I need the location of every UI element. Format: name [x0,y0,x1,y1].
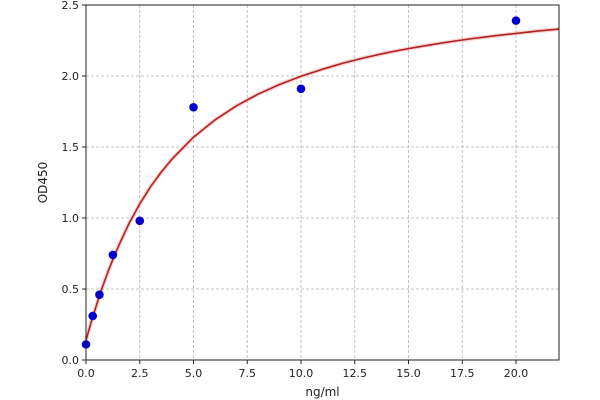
y-tick-label: 2.0 [62,70,80,83]
y-tick-label: 0.5 [62,283,80,296]
data-point [108,250,118,260]
plot-frame [85,4,560,361]
x-tick-label: 7.5 [239,367,257,380]
y-tick-label: 0.0 [62,354,80,367]
y-axis-label: OD450 [36,162,50,204]
data-point [296,84,306,94]
data-point [135,216,145,226]
x-tick-label: 15.0 [396,367,421,380]
x-tick-label: 12.5 [343,367,368,380]
x-tick-label: 5.0 [185,367,203,380]
y-tick-label: 1.0 [62,212,80,225]
x-tick-label: 10.0 [289,367,314,380]
x-tick-label: 0.0 [77,367,95,380]
y-tick-label: 1.5 [62,141,80,154]
y-axis-ticks: 0.0 0.5 1.0 1.5 2.0 2.5 [62,0,86,367]
x-tick-label: 2.5 [131,367,149,380]
fit-curve-layer [84,27,560,341]
x-tick-label: 20.0 [504,367,529,380]
x-axis-label: ng/ml [305,385,339,399]
fit-curve [85,28,560,341]
x-axis-ticks: 0.0 2.5 5.0 7.5 10.0 12.5 15.0 17.5 20.0 [77,360,528,380]
data-point [511,16,521,25]
x-gridlines [85,5,517,360]
x-tick-label: 17.5 [450,367,475,380]
data-point [95,290,104,299]
data-point [189,102,198,112]
y-tick-label: 2.5 [62,0,80,12]
data-point [88,311,98,321]
